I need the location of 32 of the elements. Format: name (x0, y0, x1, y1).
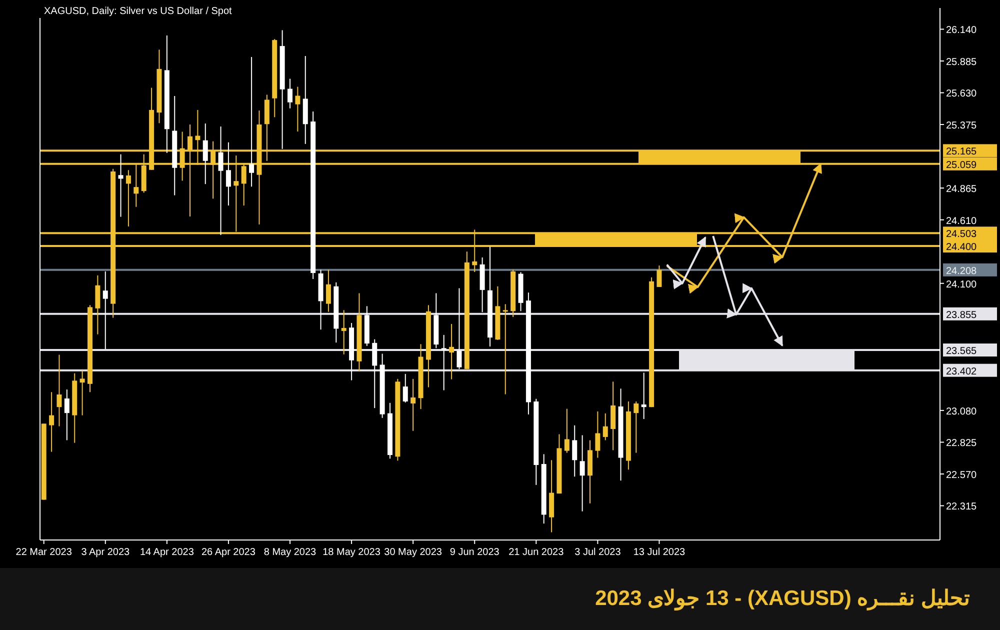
chart-title: XAGUSD, Daily: Silver vs US Dollar / Spot (44, 6, 232, 17)
y-tick-label: 25.630 (946, 88, 978, 100)
y-tick-label: 26.140 (946, 25, 978, 36)
y-tick-label: 23.080 (946, 406, 978, 418)
y-tick-label: 22.570 (946, 470, 978, 481)
x-tick-label: 13 Jul 2023 (633, 547, 686, 558)
ref-line-label: 23.855 (946, 310, 978, 321)
x-tick-label: 22 Mar 2023 (16, 547, 72, 558)
y-tick-label: 22.825 (946, 438, 978, 450)
x-tick-label: 3 Apr 2023 (81, 547, 130, 558)
ref-line-label: 24.208 (946, 266, 978, 277)
ref-line-label: 23.565 (946, 346, 978, 358)
x-tick-label: 3 Jul 2023 (574, 547, 622, 558)
x-tick-label: 9 Jun 2023 (450, 547, 500, 558)
ref-line-label: 25.059 (946, 160, 978, 171)
ref-line-label: 24.400 (946, 242, 978, 253)
y-tick-label: 25.885 (946, 56, 978, 68)
ref-line-label: 25.165 (946, 146, 978, 158)
y-tick-label: 24.610 (946, 216, 978, 227)
ref-line-label: 24.503 (946, 229, 978, 240)
y-tick-label: 24.100 (946, 279, 978, 290)
y-tick-label: 22.315 (946, 502, 978, 513)
x-tick-label: 26 Apr 2023 (201, 547, 256, 558)
y-tick-label: 25.375 (946, 120, 978, 132)
x-tick-label: 14 Apr 2023 (140, 547, 194, 558)
x-tick-label: 18 May 2023 (322, 547, 381, 558)
x-tick-label: 30 May 2023 (384, 547, 442, 558)
text: تحلیل نقـــره (XAGUSD) - 13 جولای 2023 (595, 587, 970, 611)
x-tick-label: 8 May 2023 (264, 547, 317, 558)
y-tick-label: 24.865 (946, 184, 978, 196)
x-tick-label: 21 Jun 2023 (508, 547, 564, 558)
ref-line-label: 23.402 (946, 366, 978, 378)
